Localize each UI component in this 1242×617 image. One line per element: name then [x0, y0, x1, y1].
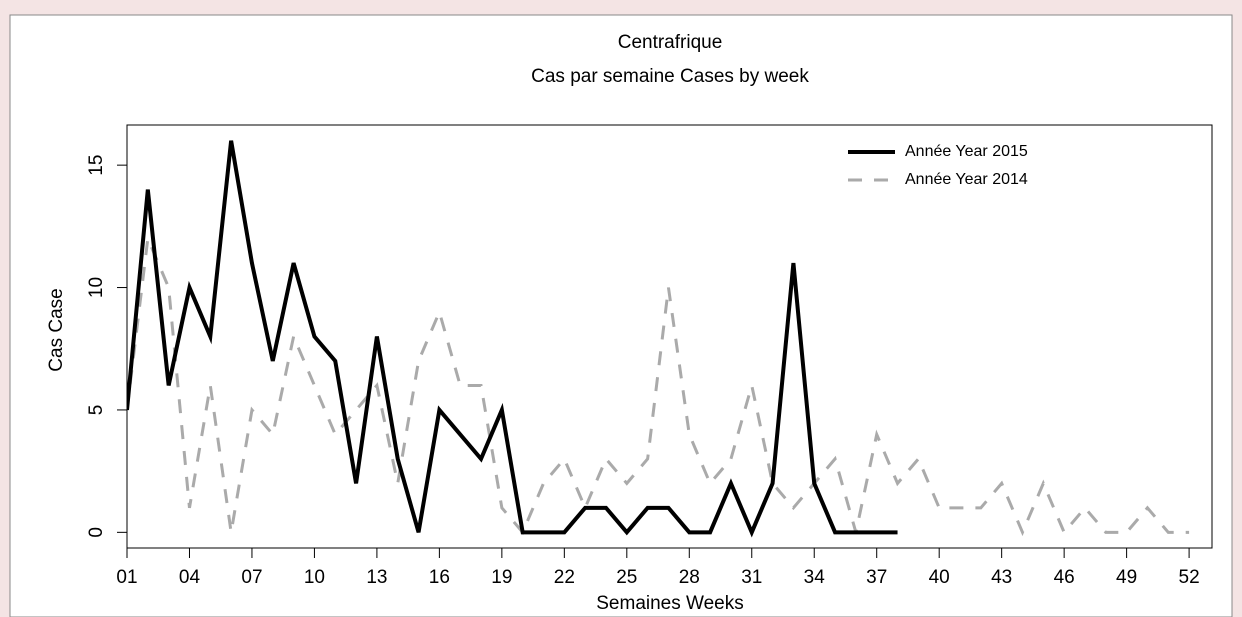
x-tick-label: 22: [554, 567, 575, 588]
legend-label: Année Year 2015: [905, 143, 1028, 160]
x-tick-label: 28: [679, 567, 700, 588]
x-tick-label: 13: [366, 567, 387, 588]
legend-label: Année Year 2014: [905, 171, 1028, 188]
x-tick-label: 46: [1054, 567, 1075, 588]
x-tick-label: 16: [429, 567, 450, 588]
x-tick-label: 04: [179, 567, 201, 588]
x-tick-label: 19: [491, 567, 512, 588]
chart-subtitle: Cas par semaine Cases by week: [531, 66, 809, 87]
y-axis-title: Cas Case: [46, 288, 67, 371]
series-line: [127, 232, 1190, 537]
x-axis-title: Semaines Weeks: [596, 593, 744, 614]
x-tick-label: 10: [304, 567, 325, 588]
x-tick-label: 52: [1179, 567, 1200, 588]
chart-title: Centrafrique: [618, 32, 723, 53]
y-tick-label: 10: [86, 277, 107, 298]
x-tick-label: 34: [804, 567, 826, 588]
x-tick-label: 31: [741, 567, 762, 588]
x-tick-label: 43: [991, 567, 1012, 588]
x-tick-label: 25: [616, 567, 637, 588]
x-tick-label: 07: [241, 567, 262, 588]
x-tick-label: 37: [866, 567, 887, 588]
series-line: [127, 140, 898, 538]
y-tick-label: 0: [86, 527, 107, 538]
x-tick-label: 01: [116, 567, 137, 588]
x-tick-label: 49: [1116, 567, 1137, 588]
x-tick-label: 40: [929, 567, 950, 588]
y-tick-label: 5: [86, 405, 107, 416]
plot-box: [126, 124, 1213, 549]
y-tick-label: 15: [86, 155, 107, 176]
